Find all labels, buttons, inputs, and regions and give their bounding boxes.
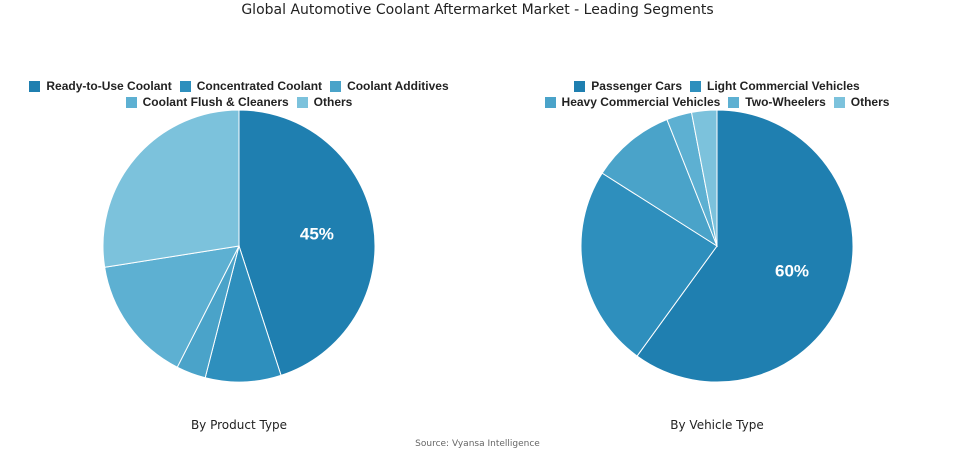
legend-swatch: [29, 80, 41, 92]
legend-item-product-ready-to-use-coolant: Ready-to-Use Coolant: [29, 79, 172, 93]
legend-label: Ready-to-Use Coolant: [46, 79, 172, 93]
subtitle-vehicle-type: By Vehicle Type: [670, 418, 764, 432]
legend-swatch: [296, 96, 308, 108]
legend-item-vehicle-heavy-commercial-vehicles: Heavy Commercial Vehicles: [544, 95, 721, 109]
pie-slice-vehicle-heavy-commercial-vehicles: [601, 118, 719, 248]
source-note: Source: Vyansa Intelligence: [415, 439, 540, 449]
legend-label: Passenger Cars: [591, 79, 682, 93]
subtitle-product-type: By Product Type: [190, 418, 288, 432]
pie-vehicle-type: 60%: [580, 109, 854, 383]
pie-slice-product-others: [102, 109, 240, 268]
chart-title: Global Automotive Coolant Aftermarket Ma…: [241, 2, 714, 18]
legend-swatch: [833, 96, 845, 108]
slice-label-product-ready-to-use-coolant: 45%: [300, 225, 334, 244]
legend-item-product-coolant-flush-cleaners: Coolant Flush & Cleaners: [125, 95, 289, 109]
product-type-panel: Ready-to-Use Coolant Concentrated Coolant…: [0, 79, 478, 432]
legend-item-product-coolant-additives: Coolant Additives: [330, 79, 449, 93]
vehicle-type-panel: Passenger Cars Light Commercial Vehicles H…: [478, 0, 955, 454]
legend-item-vehicle-others: Others: [833, 95, 890, 109]
legend-swatch: [544, 96, 556, 108]
legend-product-type: Ready-to-Use Coolant Concentrated Coolant…: [0, 79, 478, 109]
legend-swatch: [728, 96, 740, 108]
legend-swatch: [574, 80, 586, 92]
legend-label: Coolant Flush & Cleaners: [142, 95, 289, 109]
legend-label: Others: [313, 95, 353, 109]
legend-vehicle-type: Passenger Cars Light Commercial Vehicles H…: [478, 79, 955, 109]
legend-label: Concentrated Coolant: [196, 79, 323, 93]
legend-item-vehicle-light-commercial-vehicles: Light Commercial Vehicles: [690, 79, 860, 93]
legend-label: Light Commercial Vehicles: [707, 79, 860, 93]
legend-label: Others: [850, 95, 890, 109]
pie-slice-vehicle-light-commercial-vehicles: [580, 172, 718, 357]
legend-swatch: [690, 80, 701, 92]
legend-item-vehicle-two-wheelers: Two-Wheelers: [728, 95, 826, 109]
slice-label-vehicle-passenger-cars: 60%: [775, 261, 809, 280]
legend-item-product-others: Others: [296, 95, 353, 109]
legend-swatch: [125, 96, 137, 108]
pie-slice-vehicle-others: [690, 109, 718, 247]
legend-label: Heavy Commercial Vehicles: [561, 95, 721, 109]
legend-swatch: [330, 80, 342, 92]
legend-label: Coolant Additives: [347, 79, 449, 93]
pie-slice-vehicle-passenger-cars: [636, 109, 854, 383]
pie-slice-product-ready-to-use-coolant: [238, 109, 376, 376]
legend-label: Two-Wheelers: [745, 95, 826, 109]
pie-slice-product-coolant-flush-cleaners: [104, 245, 240, 368]
legend-swatch: [179, 80, 191, 92]
legend-item-vehicle-passenger-cars: Passenger Cars: [574, 79, 682, 93]
pie-product-type: 45%: [102, 109, 376, 383]
legend-item-product-concentrated-coolant: Concentrated Coolant: [179, 79, 323, 93]
